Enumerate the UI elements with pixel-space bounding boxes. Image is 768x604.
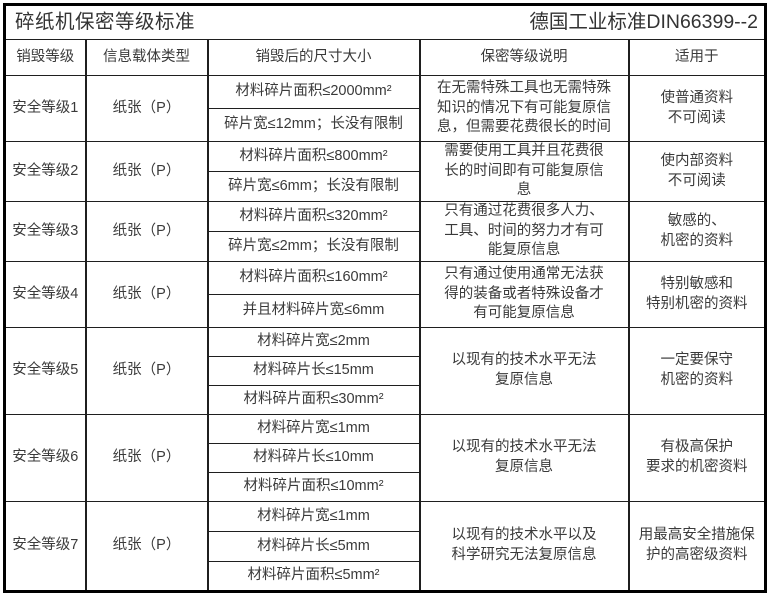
carrier-cell: 纸张（P） [84, 201, 209, 262]
column-header-size-after: 销毁后的尺寸大小 [206, 39, 421, 76]
column-header-carrier-type: 信息载体类型 [84, 39, 209, 76]
carrier-cell: 纸张（P） [84, 501, 209, 592]
description-cell: 需要使用工具并且花费很 长的时间即有可能复原信 息 [418, 141, 630, 202]
size-cell: 材料碎片宽≤2mm [206, 327, 421, 357]
applicable-cell: 使内部资料 不可阅读 [627, 141, 767, 202]
page-title: 碎纸机保密等级标准 [15, 11, 196, 34]
column-header-destroy-level: 销毁等级 [3, 39, 87, 76]
carrier-cell: 纸张（P） [84, 327, 209, 415]
level-cell: 安全等级6 [3, 414, 87, 502]
size-cell: 材料碎片面积≤320mm² [206, 201, 421, 232]
table-row: 安全等级7 纸张（P） 材料碎片宽≤1mm 以现有的技术水平以及 科学研究无法复… [3, 501, 767, 592]
applicable-cell: 有极高保护 要求的机密资料 [627, 414, 767, 502]
size-cell: 材料碎片面积≤2000mm² [206, 75, 421, 109]
applicable-cell: 特别敏感和 特别机密的资料 [627, 261, 767, 328]
applicable-cell: 一定要保守 机密的资料 [627, 327, 767, 415]
description-cell: 以现有的技术水平无法 复原信息 [418, 414, 630, 502]
carrier-cell: 纸张（P） [84, 75, 209, 142]
description-cell: 以现有的技术水平无法 复原信息 [418, 327, 630, 415]
column-header-security-description: 保密等级说明 [418, 39, 630, 76]
size-cell: 碎片宽≤12mm；长没有限制 [206, 108, 421, 142]
size-cell: 材料碎片长≤10mm [206, 443, 421, 473]
table-row: 安全等级3 纸张（P） 材料碎片面积≤320mm² 只有通过花费很多人力、 工具… [3, 201, 767, 262]
table-row: 安全等级6 纸张（P） 材料碎片宽≤1mm 以现有的技术水平无法 复原信息 有极… [3, 414, 767, 502]
table-row: 安全等级5 纸张（P） 材料碎片宽≤2mm 以现有的技术水平无法 复原信息 一定… [3, 327, 767, 415]
table-row: 安全等级2 纸张（P） 材料碎片面积≤800mm² 需要使用工具并且花费很 长的… [3, 141, 767, 202]
size-cell: 材料碎片宽≤1mm [206, 501, 421, 532]
level-cell: 安全等级4 [3, 261, 87, 328]
description-cell: 只有通过使用通常无法获 得的装备或者特殊设备才 有可能复原信息 [418, 261, 630, 328]
carrier-cell: 纸张（P） [84, 414, 209, 502]
table-row: 安全等级4 纸张（P） 材料碎片面积≤160mm² 只有通过使用通常无法获 得的… [3, 261, 767, 328]
size-cell: 材料碎片宽≤1mm [206, 414, 421, 444]
description-cell: 以现有的技术水平以及 科学研究无法复原信息 [418, 501, 630, 592]
applicable-cell: 敏感的、 机密的资料 [627, 201, 767, 262]
shredder-security-table: 碎纸机保密等级标准 德国工业标准DIN66399--2 销毁等级 信息载体类型 … [3, 3, 768, 593]
applicable-cell: 用最高安全措施保 护的高密级资料 [627, 501, 767, 592]
size-cell: 材料碎片长≤15mm [206, 356, 421, 386]
size-cell: 碎片宽≤6mm；长没有限制 [206, 171, 421, 202]
level-cell: 安全等级2 [3, 141, 87, 202]
table-header-row: 销毁等级 信息载体类型 销毁后的尺寸大小 保密等级说明 适用于 [3, 39, 767, 76]
description-cell: 在无需特殊工具也无需特殊 知识的情况下有可能复原信 息，但需要花费很长的时间 [418, 75, 630, 142]
applicable-cell: 使普通资料 不可阅读 [627, 75, 767, 142]
size-cell: 材料碎片面积≤800mm² [206, 141, 421, 172]
carrier-cell: 纸张（P） [84, 261, 209, 328]
level-cell: 安全等级5 [3, 327, 87, 415]
table-row: 安全等级1 纸张（P） 材料碎片面积≤2000mm² 在无需特殊工具也无需特殊 … [3, 75, 767, 142]
size-cell: 材料碎片面积≤160mm² [206, 261, 421, 295]
size-cell: 材料碎片面积≤10mm² [206, 472, 421, 502]
size-cell: 碎片宽≤2mm；长没有限制 [206, 231, 421, 262]
size-cell: 材料碎片面积≤5mm² [206, 561, 421, 592]
size-cell: 并且材料碎片宽≤6mm [206, 294, 421, 328]
carrier-cell: 纸张（P） [84, 141, 209, 202]
size-cell: 材料碎片面积≤30mm² [206, 385, 421, 415]
title-row: 碎纸机保密等级标准 德国工业标准DIN66399--2 [4, 4, 766, 40]
standard-reference: 德国工业标准DIN66399--2 [529, 11, 759, 34]
level-cell: 安全等级3 [3, 201, 87, 262]
description-cell: 只有通过花费很多人力、 工具、时间的努力才有可 能复原信息 [418, 201, 630, 262]
size-cell: 材料碎片长≤5mm [206, 531, 421, 562]
level-cell: 安全等级1 [3, 75, 87, 142]
level-cell: 安全等级7 [3, 501, 87, 592]
column-header-applicable: 适用于 [627, 39, 767, 76]
